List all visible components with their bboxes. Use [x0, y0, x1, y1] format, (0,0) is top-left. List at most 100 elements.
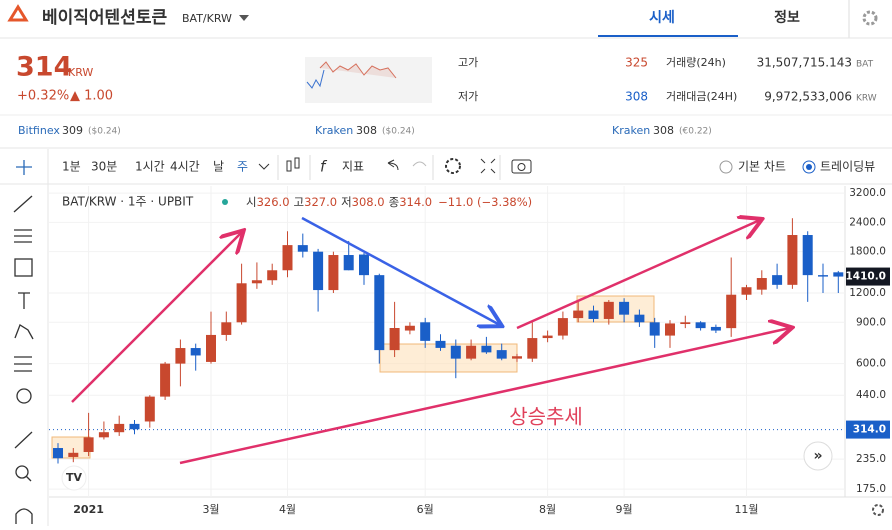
- candle-body: [695, 322, 706, 329]
- logo: [7, 4, 29, 22]
- y-tick-label: 900.0: [856, 316, 886, 328]
- candle-body: [603, 301, 614, 319]
- candle-body: [374, 275, 385, 351]
- y-tick-label: 1800.0: [849, 246, 886, 258]
- value: 327.0: [304, 195, 337, 209]
- coin-name: 베이직어텐션토큰: [42, 8, 167, 28]
- candle-body: [297, 245, 308, 252]
- candle-body: [680, 322, 691, 325]
- legend-ohlc: 시326.0 고327.0 저308.0 종314.0 −11.0 (−3.38%): [246, 195, 532, 209]
- exchange-price: 308: [356, 124, 377, 137]
- candle-body: [236, 283, 247, 323]
- sparkline-bg: [305, 57, 432, 103]
- interval[interactable]: 주: [237, 160, 248, 174]
- option[interactable]: 트레이딩뷰: [820, 160, 875, 174]
- stat-unit: KRW: [856, 94, 877, 104]
- candle-body: [282, 245, 293, 271]
- price-marker: [846, 267, 890, 286]
- candle-body: [726, 294, 737, 329]
- candle-body: [68, 452, 79, 457]
- candle-body: [83, 437, 94, 452]
- interval[interactable]: 4시간: [170, 160, 200, 174]
- y-tick-label: 1200.0: [849, 287, 886, 299]
- y-tick-label: 3200.0: [849, 187, 886, 199]
- stat-value: 31,507,715.143: [757, 56, 852, 70]
- candle-body: [221, 322, 232, 335]
- x-tick-label: 11월: [734, 503, 758, 516]
- stat-label: 거래대금(24H): [666, 90, 737, 103]
- candle-body: [343, 255, 354, 271]
- tab[interactable]: 정보: [774, 9, 800, 26]
- candle-body: [98, 432, 109, 438]
- value: 326.0: [257, 195, 290, 209]
- tv-logo-text: TV: [66, 471, 83, 484]
- settings[interactable]: [862, 10, 878, 26]
- sparkline: [319, 61, 397, 79]
- sparkline: [306, 69, 325, 89]
- candle-body: [496, 350, 507, 359]
- exchange-name: Kraken: [612, 124, 650, 137]
- candle-body: [512, 356, 522, 359]
- candle-body: [450, 345, 461, 359]
- price: 314: [16, 52, 72, 83]
- interval[interactable]: 날: [213, 160, 224, 174]
- y-tick-label: 2400.0: [849, 216, 886, 228]
- highlight-box: [379, 343, 518, 373]
- exchange-price: 308: [653, 124, 674, 137]
- candle-body: [129, 423, 140, 430]
- candle-body: [833, 272, 844, 277]
- x-tick-label: 3월: [202, 503, 219, 516]
- value: 308.0: [352, 195, 385, 209]
- interval[interactable]: 30분: [91, 160, 117, 174]
- stat-unit: BAT: [856, 60, 874, 70]
- status-dot: [222, 199, 228, 205]
- y-tick-label: 175.0: [856, 483, 886, 495]
- candle-body: [404, 325, 415, 331]
- exchange: Bitfinex 309 ($0.24) Kraken 308 ($0.24) …: [18, 124, 712, 137]
- stat-label: 고가: [458, 56, 478, 69]
- candle-body: [634, 314, 645, 323]
- tab[interactable]: 시세: [649, 10, 675, 26]
- candle-body: [435, 340, 446, 348]
- option[interactable]: 기본 차트: [738, 160, 786, 174]
- settings[interactable]: [872, 504, 884, 516]
- dropdown[interactable]: [239, 15, 249, 21]
- exchange-diff: ($0.24): [88, 127, 121, 137]
- plot: [49, 186, 845, 497]
- fx-icon[interactable]: f: [320, 158, 328, 176]
- label: 종: [389, 195, 400, 209]
- candle-body: [649, 322, 660, 336]
- scroll-icon[interactable]: »: [813, 448, 822, 464]
- arrow: [179, 328, 790, 465]
- candle-body: [251, 280, 262, 284]
- candle-body: [542, 335, 553, 339]
- x-tick-label: 6월: [417, 503, 434, 516]
- candle-body: [175, 348, 186, 364]
- price-unit: KRW: [68, 66, 93, 79]
- indicator[interactable]: 지표: [342, 160, 364, 174]
- candle-body: [53, 448, 63, 459]
- arrow: [516, 220, 760, 330]
- candle-body: [573, 310, 584, 319]
- y-tick-label: 440.0: [856, 389, 886, 401]
- x-tick-label: 8월: [539, 503, 556, 516]
- interval[interactable]: 1시간: [135, 160, 165, 174]
- value: 314.0: [399, 195, 432, 209]
- interval[interactable]: 1분: [62, 160, 81, 174]
- y-tick-label: 235.0: [856, 453, 886, 465]
- label: 시: [246, 195, 257, 209]
- dropdown[interactable]: [258, 163, 270, 170]
- drawing-tools[interactable]: [13, 160, 34, 524]
- candle-body: [756, 278, 767, 290]
- tab-underline: [598, 35, 738, 37]
- candle-body: [772, 275, 783, 285]
- arrow: [301, 216, 500, 325]
- candle-body: [619, 301, 630, 315]
- scroll-button[interactable]: [803, 441, 833, 471]
- candle-body: [359, 254, 369, 276]
- change-pct: +0.32%: [17, 89, 69, 104]
- toolbar-icons[interactable]: [277, 155, 816, 180]
- exchange-diff: ($0.24): [382, 127, 415, 137]
- stat-value: 9,972,533,006: [764, 90, 852, 104]
- exchange-name: Bitfinex: [18, 124, 60, 137]
